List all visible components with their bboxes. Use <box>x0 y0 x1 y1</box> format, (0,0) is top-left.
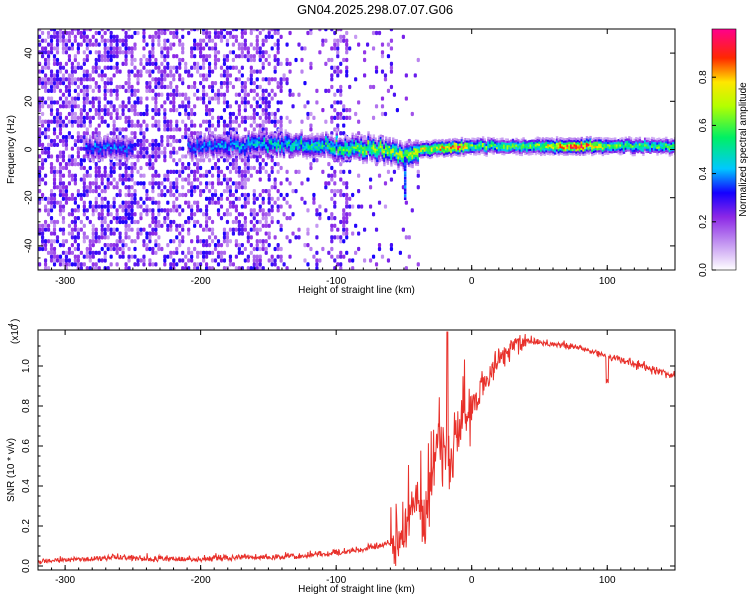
y-tick-label: 0.0 <box>21 559 32 573</box>
y-tick-label: 0.2 <box>21 519 32 533</box>
y-tick-label: 40 <box>24 47 35 59</box>
y-multiplier-close: ) <box>10 319 21 322</box>
colorbar-tick-label: 0.8 <box>698 70 709 84</box>
y-tick-label: 0.8 <box>21 399 32 413</box>
x-tick-label: -100 <box>326 276 346 287</box>
x-tick-label: -200 <box>191 276 211 287</box>
x-tick-label: 100 <box>599 575 616 586</box>
y-tick-label: 1.0 <box>21 359 32 373</box>
x-tick-label: -200 <box>191 575 211 586</box>
x-tick-label: -100 <box>326 575 346 586</box>
y-tick-label: 0 <box>24 146 35 152</box>
y-tick-label: 0.4 <box>21 479 32 493</box>
colorbar-tick-label: 0.0 <box>698 263 709 277</box>
y-axis-label: SNR (10 * v/v) <box>6 438 17 502</box>
colorbar-tick-label: 0.2 <box>698 214 709 228</box>
y-tick-label: -20 <box>24 190 35 205</box>
figure-title: GN04.2025.298.07.07.G06 <box>296 2 454 17</box>
snr-series-line <box>38 331 675 567</box>
colorbar-frame <box>711 28 737 271</box>
x-tick-label: 0 <box>469 276 475 287</box>
x-axis-label: Height of straight line (km) <box>298 584 415 595</box>
x-axis-label: Height of straight line (km) <box>298 285 415 296</box>
spectrogram-cells <box>38 29 675 270</box>
y-axis-label: Frequency (Hz) <box>6 115 17 184</box>
y-tick-label: -40 <box>24 238 35 253</box>
colorbar-tick-label: 0.6 <box>698 118 709 132</box>
y-tick-label: 0.6 <box>21 439 32 453</box>
y-multiplier-text: (x10 <box>10 324 21 344</box>
y-multiplier-exp: 4 <box>8 323 15 327</box>
x-tick-label: 0 <box>469 575 475 586</box>
x-tick-label: -300 <box>55 575 75 586</box>
y-tick-label: 20 <box>24 95 35 107</box>
x-tick-label: 100 <box>599 276 616 287</box>
snr-frame <box>37 329 676 571</box>
colorbar-tick-label: 0.4 <box>698 166 709 180</box>
x-tick-label: -300 <box>55 276 75 287</box>
colorbar-label: Normalized spectral amplitude <box>738 82 749 217</box>
colorbar <box>712 29 736 270</box>
